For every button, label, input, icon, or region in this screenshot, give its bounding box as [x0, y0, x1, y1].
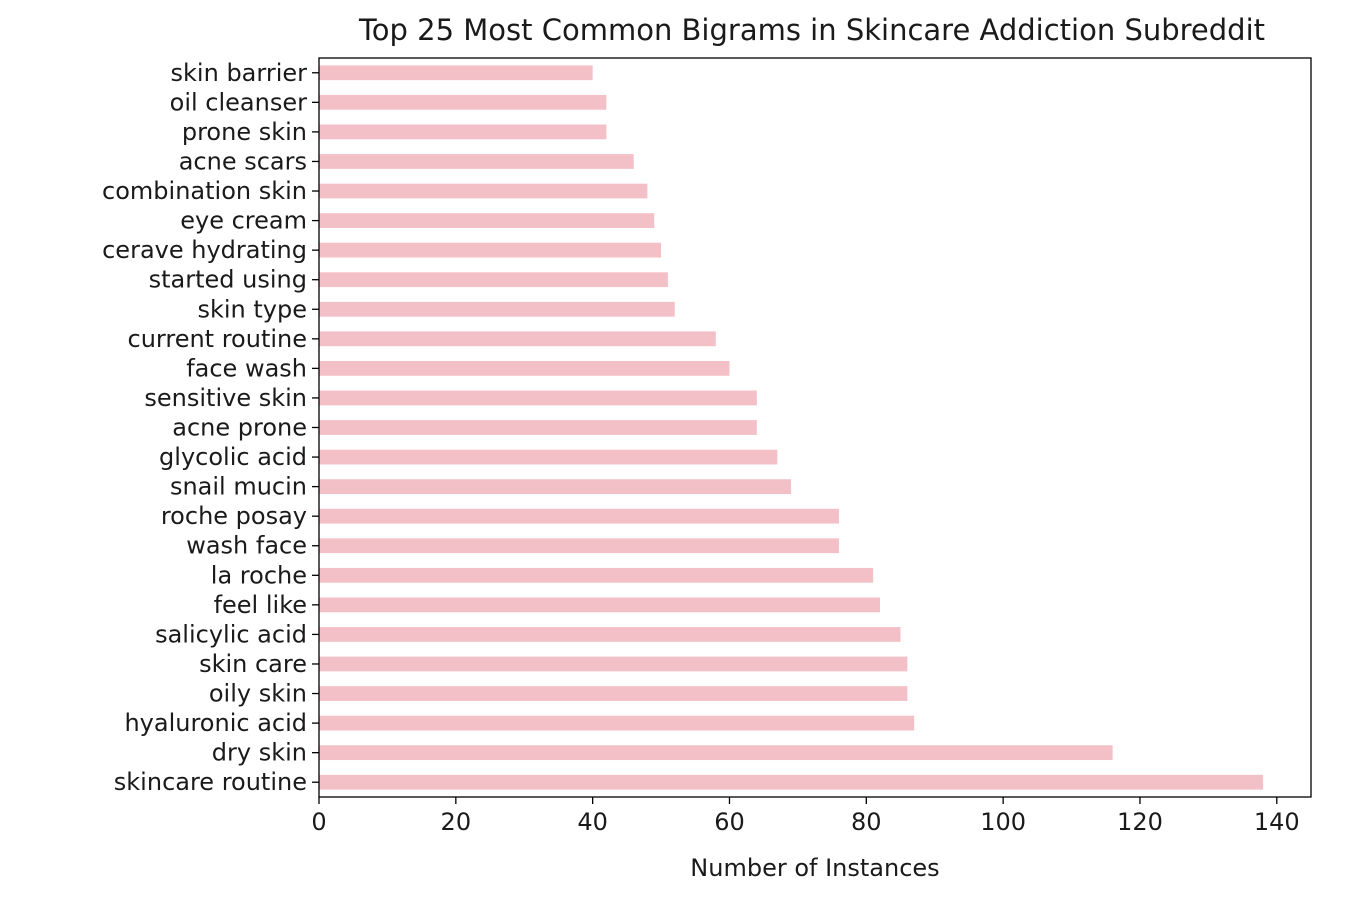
bar-face-wash	[319, 360, 730, 376]
x-tick-label: 40	[577, 808, 608, 836]
x-tick-label: 120	[1117, 808, 1163, 836]
y-tick-label: skin barrier	[171, 59, 308, 87]
bar-eye-cream	[319, 213, 655, 228]
y-tick-label: la roche	[211, 561, 307, 589]
x-tick-label: 0	[311, 808, 326, 836]
y-tick-label: oil cleanser	[170, 88, 307, 116]
bar-skin-barrier	[319, 65, 593, 81]
x-axis-label: Number of Instances	[690, 854, 939, 882]
bar-hyaluronic-acid	[319, 715, 915, 731]
bar-skin-care	[319, 656, 908, 672]
bar-prone-skin	[319, 124, 607, 140]
chart-title: Top 25 Most Common Bigrams in Skincare A…	[358, 13, 1265, 47]
bar-skincare-routine	[319, 774, 1264, 790]
bar-skin-type	[319, 301, 675, 317]
x-axis-ticks: 0 20 40 60 80 100 120 140	[311, 797, 1300, 836]
y-tick-label: started using	[149, 266, 307, 294]
bar-started-using	[319, 272, 668, 288]
bar-roche-posay	[319, 508, 839, 524]
plot-frame	[318, 57, 1312, 798]
y-tick-label: sensitive skin	[144, 384, 307, 412]
x-tick-label: 60	[714, 808, 745, 836]
y-tick-label: wash face	[186, 532, 307, 560]
y-tick-label: skin type	[197, 295, 307, 323]
bars-layer	[319, 65, 1264, 790]
bar-cerave-hydrating	[319, 242, 662, 258]
y-tick-label: cerave hydrating	[102, 236, 307, 264]
bar-combination-skin	[319, 183, 648, 199]
y-tick-label: acne scars	[179, 147, 307, 175]
bar-sensitive-skin	[319, 390, 757, 406]
bar-feel-like	[319, 597, 880, 613]
bar-acne-prone	[319, 420, 757, 435]
y-tick-label: salicylic acid	[155, 620, 307, 648]
y-tick-label: roche posay	[161, 502, 307, 530]
y-tick-label: oily skin	[209, 680, 307, 708]
y-tick-label: eye cream	[180, 207, 307, 235]
bar-glycolic-acid	[319, 449, 778, 465]
bar-wash-face	[319, 538, 839, 554]
bar-oily-skin	[319, 686, 908, 701]
y-tick-label: prone skin	[182, 118, 307, 146]
x-tick-label: 20	[441, 808, 472, 836]
y-tick-label: hyaluronic acid	[124, 709, 307, 737]
y-tick-label: face wash	[186, 354, 307, 382]
y-tick-label: acne prone	[172, 414, 307, 442]
x-tick-label: 80	[851, 808, 882, 836]
x-tick-label: 140	[1254, 808, 1300, 836]
bar-acne-scars	[319, 154, 634, 169]
y-tick-label: dry skin	[212, 739, 307, 767]
bar-la-roche	[319, 567, 874, 583]
bar-snail-mucin	[319, 479, 792, 495]
bar-oil-cleanser	[319, 94, 607, 110]
x-tick-label: 100	[980, 808, 1026, 836]
bar-dry-skin	[319, 745, 1113, 761]
bar-salicylic-acid	[319, 627, 901, 642]
y-tick-label: snail mucin	[170, 473, 307, 501]
y-tick-label: feel like	[214, 591, 307, 619]
bar-current-routine	[319, 331, 716, 347]
y-tick-label: skincare routine	[114, 768, 307, 796]
y-tick-label: skin care	[199, 650, 307, 678]
y-tick-label: glycolic acid	[159, 443, 307, 471]
y-tick-label: current routine	[128, 325, 308, 353]
y-tick-label: combination skin	[102, 177, 307, 205]
